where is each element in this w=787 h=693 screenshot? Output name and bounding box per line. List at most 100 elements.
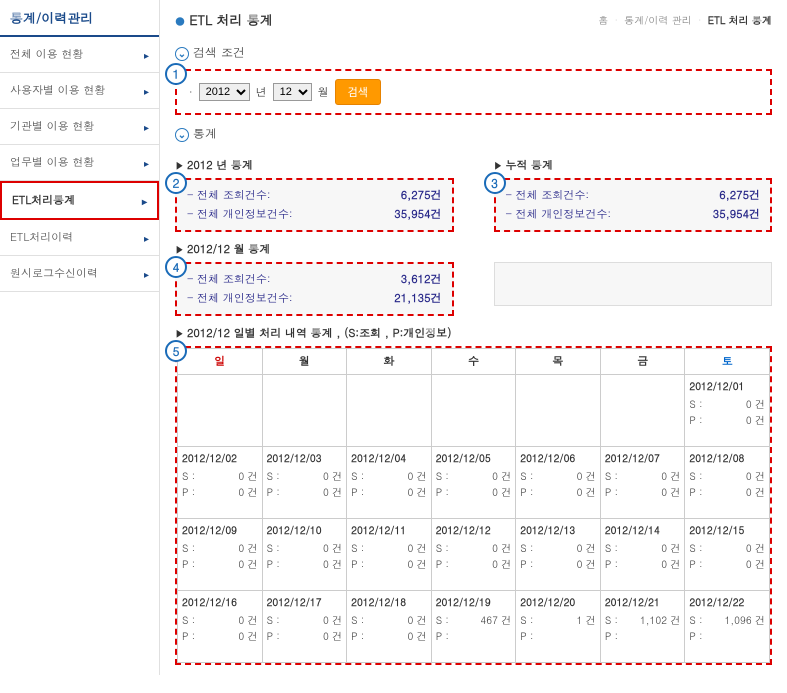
main-content: ETL 처리 통계 홈 · 통계/이력 관리 · ETL 처리 통계 검색 조건… [160,0,787,675]
calendar-p-row: P :0 건 [436,556,512,572]
calendar-cell [262,375,347,447]
badge-3: 3 [484,172,506,194]
stat-label: 전체 조회건수: [506,188,590,203]
sidebar-item-5[interactable]: ETL처리이력▸ [0,220,159,256]
calendar-s-row: S :0 건 [689,540,765,556]
sidebar-title: 통계/이력관리 [0,0,159,37]
year-select[interactable]: 2012 [199,83,250,101]
calendar-date: 2012/12/05 [436,451,512,465]
chevron-right-icon: ▸ [144,48,149,62]
cum-stats-box: 3 전체 조회건수:6,275건전체 개인정보건수:35,954건 [494,178,773,232]
breadcrumb-current: ETL 처리 통계 [708,13,772,27]
sidebar-item-label: ETL처리통계 [12,193,75,208]
calendar-p-row: P :0 건 [605,556,681,572]
sidebar-item-1[interactable]: 사용자별 이용 현황 ▸ [0,73,159,109]
calendar-s-row: S :467 건 [436,612,512,628]
calendar-p-row: P : [520,628,596,644]
calendar-cell: 2012/12/10S :0 건P :0 건 [262,519,347,591]
calendar-cell: 2012/12/16 S :0 건P :0 건 [178,591,263,663]
stat-label: 전체 조회건수: [187,272,271,287]
calendar-p-row: P : [689,628,765,644]
calendar-s-row: S :0 건 [520,540,596,556]
sidebar-item-label: 사용자별 이용 현황 [10,83,105,98]
stat-label: 전체 개인정보건수: [187,291,293,306]
calendar-header: 화 [347,349,432,375]
calendar-p-row: P :0 건 [689,556,765,572]
month-stats-title: 2012/12 월 통계 [175,242,772,257]
calendar-cell: 2012/12/04S :0 건P :0 건 [347,447,432,519]
stat-label: 전체 조회건수: [187,188,271,203]
stat-line: 전체 조회건수:3,612건 [187,270,442,289]
month-label: 월 [318,85,329,100]
calendar-p-row: P :0 건 [689,484,765,500]
calendar-p-row: P :0 건 [520,556,596,572]
calendar-date: 2012/12/01 [689,379,765,393]
calendar-cell: 2012/12/18S :0 건P :0 건 [347,591,432,663]
sidebar-item-6[interactable]: 원시로그수신이력 ▸ [0,256,159,292]
calendar-s-row: S :0 건 [436,540,512,556]
year-label: 년 [256,85,267,100]
stat-line: 전체 개인정보건수:35,954건 [506,205,761,224]
calendar-s-row: S :0 건 [351,540,427,556]
year-stats-box: 2 전체 조회건수:6,275건전체 개인정보건수:35,954건 [175,178,454,232]
calendar-date: 2012/12/12 [436,523,512,537]
calendar-header: 토 [685,349,770,375]
calendar-s-row: S :1,096 건 [689,612,765,628]
calendar-date: 2012/12/16 [182,595,258,609]
calendar-date: 2012/12/08 [689,451,765,465]
calendar-date: 2012/12/20 [520,595,596,609]
calendar-header: 월 [262,349,347,375]
sidebar-item-label: 원시로그수신이력 [10,266,98,281]
chevron-right-icon: ▸ [144,267,149,281]
stat-value: 6,275건 [719,188,760,203]
sidebar-item-label: 기관별 이용 현황 [10,119,94,134]
calendar-cell [178,375,263,447]
calendar-s-row: S :0 건 [605,540,681,556]
sidebar-item-0[interactable]: 전체 이용 현황 ▸ [0,37,159,73]
calendar-date: 2012/12/10 [267,523,343,537]
calendar-s-row: S :0 건 [436,468,512,484]
calendar-s-row: S :0 건 [267,468,343,484]
calendar-s-row: S :1,102 건 [605,612,681,628]
calendar-p-row: P :0 건 [520,484,596,500]
sidebar-item-3[interactable]: 업무별 이용 현황▸ [0,145,159,181]
month-select[interactable]: 12 [273,83,312,101]
calendar-cell [516,375,601,447]
calendar-s-row: S :0 건 [182,468,258,484]
calendar-s-row: S :0 건 [520,468,596,484]
calendar-p-row: P :0 건 [351,628,427,644]
calendar-date: 2012/12/11 [351,523,427,537]
calendar-header: 일 [178,349,263,375]
calendar-cell: 2012/12/17S :0 건P :0 건 [262,591,347,663]
calendar-p-row: P :0 건 [351,484,427,500]
calendar-date: 2012/12/07 [605,451,681,465]
search-button[interactable]: 검색 [335,79,381,105]
calendar-p-row: P :0 건 [182,628,258,644]
cum-stats-title: 누적 통계 [494,158,773,173]
stat-label: 전체 개인정보건수: [187,207,293,222]
badge-4: 4 [165,256,187,278]
calendar-p-row: P :0 건 [689,412,765,428]
calendar-date: 2012/12/21 [605,595,681,609]
calendar-date: 2012/12/15 [689,523,765,537]
search-section-header: 검색 조건 [175,44,772,61]
stat-line: 전체 개인정보건수:21,135건 [187,289,442,308]
calendar-s-row: S :0 건 [605,468,681,484]
calendar-cell: 2012/12/11S :0 건P :0 건 [347,519,432,591]
breadcrumb-sep: · [615,13,618,27]
sidebar-item-label: 전체 이용 현황 [10,47,83,62]
chevron-right-icon: ▸ [144,156,149,170]
calendar-s-row: S :0 건 [182,612,258,628]
chevron-right-icon: ▸ [144,84,149,98]
breadcrumb-mid[interactable]: 통계/이력 관리 [624,13,692,27]
badge-2: 2 [165,172,187,194]
calendar-cell: 2012/12/21S :1,102 건P : [600,591,685,663]
sidebar-item-2[interactable]: 기관별 이용 현황 ▸ [0,109,159,145]
month-stats-box-2 [494,262,773,306]
sidebar-item-4[interactable]: ETL처리통계▸ [0,181,159,220]
breadcrumb-home[interactable]: 홈 [598,13,608,27]
badge-1: 1 [165,63,187,85]
chevron-right-icon: ▸ [144,120,149,134]
calendar-date: 2012/12/13 [520,523,596,537]
stat-line: 전체 조회건수: 6,275건 [506,186,761,205]
